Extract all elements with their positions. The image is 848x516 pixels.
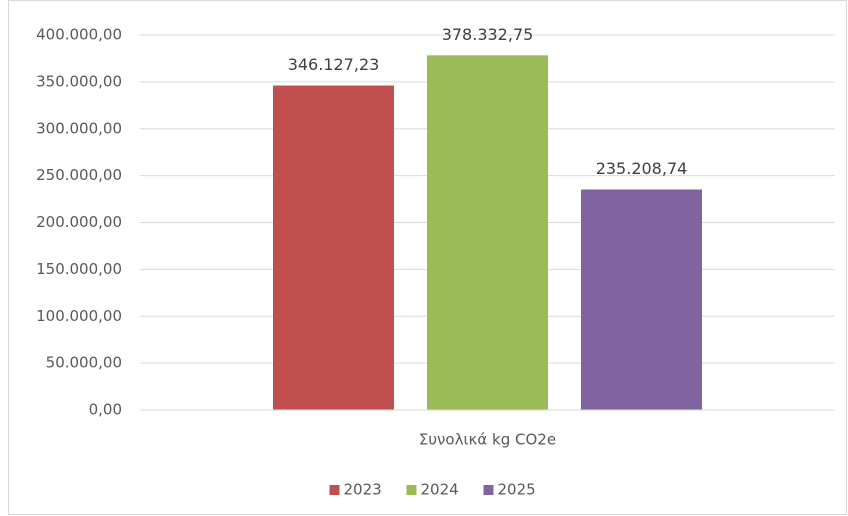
legend-swatch xyxy=(483,485,494,495)
legend-swatch xyxy=(329,485,340,495)
legend-label: 2023 xyxy=(344,481,382,499)
legend-label: 2024 xyxy=(421,481,459,499)
bar xyxy=(581,189,702,410)
y-tick-label: 0,00 xyxy=(89,401,122,419)
bar xyxy=(273,85,394,410)
y-tick-label: 400.000,00 xyxy=(36,26,122,44)
legend-swatch xyxy=(406,485,417,495)
data-label: 346.127,23 xyxy=(288,55,380,74)
y-tick-label: 300.000,00 xyxy=(36,119,122,137)
y-tick-label: 200.000,00 xyxy=(36,213,122,231)
legend-label: 2025 xyxy=(498,481,536,499)
data-label: 235.208,74 xyxy=(596,159,688,178)
y-tick-label: 150.000,00 xyxy=(36,260,122,278)
x-tick-label: Συνολικά kg CO2e xyxy=(419,431,556,449)
y-tick-label: 100.000,00 xyxy=(36,307,122,325)
data-label: 378.332,75 xyxy=(442,25,534,44)
y-tick-label: 350.000,00 xyxy=(36,72,122,90)
y-tick-label: 250.000,00 xyxy=(36,166,122,184)
y-tick-label: 50.000,00 xyxy=(46,354,122,372)
bar xyxy=(427,55,548,410)
